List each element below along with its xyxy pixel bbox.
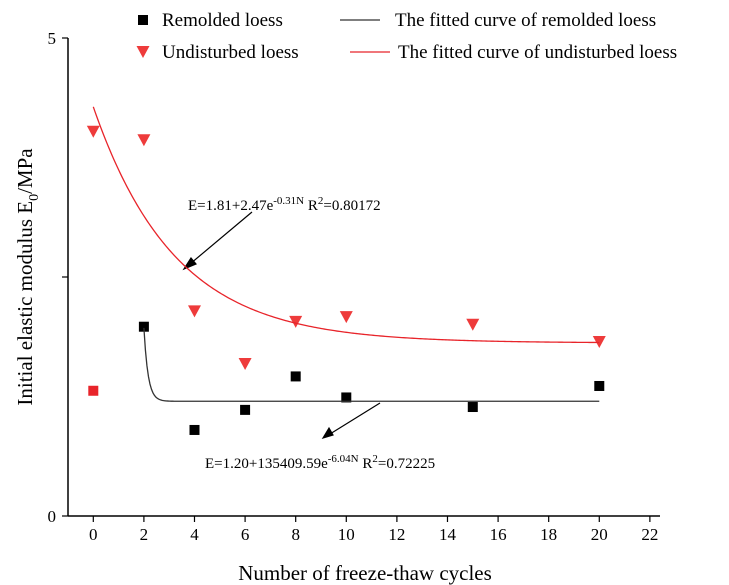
- y-label-sub: 0: [27, 194, 42, 201]
- triangle-point: [187, 305, 201, 318]
- x-tick-label: 4: [190, 525, 199, 544]
- x-tick-label: 2: [140, 525, 149, 544]
- square-point: [467, 402, 478, 413]
- x-tick-label: 18: [540, 525, 557, 544]
- square-point: [594, 380, 605, 391]
- equation-annotation: E=1.81+2.47e-0.31N R2=0.80172: [188, 195, 381, 214]
- triangle-point: [238, 357, 252, 370]
- x-axis-label: Number of freeze-thaw cycles: [238, 561, 492, 585]
- equation-part: =0.72225: [378, 456, 435, 472]
- triangle-point: [289, 315, 303, 328]
- equation-part: =0.80172: [323, 198, 380, 214]
- triangle-point: [137, 134, 151, 147]
- superscript: 2: [318, 195, 324, 207]
- square-point: [341, 392, 352, 403]
- superscript: 2: [372, 453, 378, 465]
- legend-label: Remolded loess: [162, 10, 283, 31]
- fitted-curve: [92, 106, 600, 344]
- legend-label: Undisturbed loess: [162, 42, 299, 63]
- x-tick-label: 0: [89, 525, 98, 544]
- x-tick-label: 6: [241, 525, 250, 544]
- y-axis-label: Initial elastic modulus E0/MPa: [13, 148, 42, 406]
- fitted-curve: [143, 327, 600, 402]
- superscript: -0.31N: [273, 195, 304, 207]
- triangle-point: [339, 311, 353, 324]
- x-tick-label: 14: [439, 525, 457, 544]
- x-tick-label: 16: [490, 525, 507, 544]
- legend-square: [138, 15, 148, 25]
- y-label-part: /MPa: [13, 148, 37, 194]
- x-tick-label: 22: [641, 525, 658, 544]
- equation-part: R: [304, 198, 318, 214]
- triangle-point: [466, 318, 480, 331]
- y-label-part: Initial elastic modulus E: [13, 201, 37, 406]
- x-tick-label: 20: [591, 525, 608, 544]
- superscript: -6.04N: [328, 453, 359, 465]
- x-tick-label: 8: [291, 525, 300, 544]
- square-point: [88, 385, 99, 396]
- legend-label: The fitted curve of remolded loess: [395, 10, 656, 31]
- annotation-arrows: [182, 211, 381, 440]
- legend-label: The fitted curve of undisturbed loess: [398, 42, 677, 63]
- square-point: [138, 321, 149, 332]
- x-tick-label: 10: [338, 525, 355, 544]
- square-point: [189, 424, 200, 435]
- y-tick-label: 0: [48, 507, 57, 526]
- x-tick-label: 12: [388, 525, 405, 544]
- square-point: [240, 404, 251, 415]
- equation-part: E=1.81+2.47e: [188, 198, 274, 214]
- triangle-point: [86, 125, 100, 138]
- legend-triangle: [136, 46, 150, 58]
- equation-annotation: E=1.20+135409.59e-6.04N R2=0.72225: [205, 453, 435, 472]
- y-tick-label: 5: [48, 29, 57, 48]
- equation-part: R: [359, 456, 373, 472]
- square-point: [290, 371, 301, 382]
- equation-part: E=1.20+135409.59e: [205, 456, 328, 472]
